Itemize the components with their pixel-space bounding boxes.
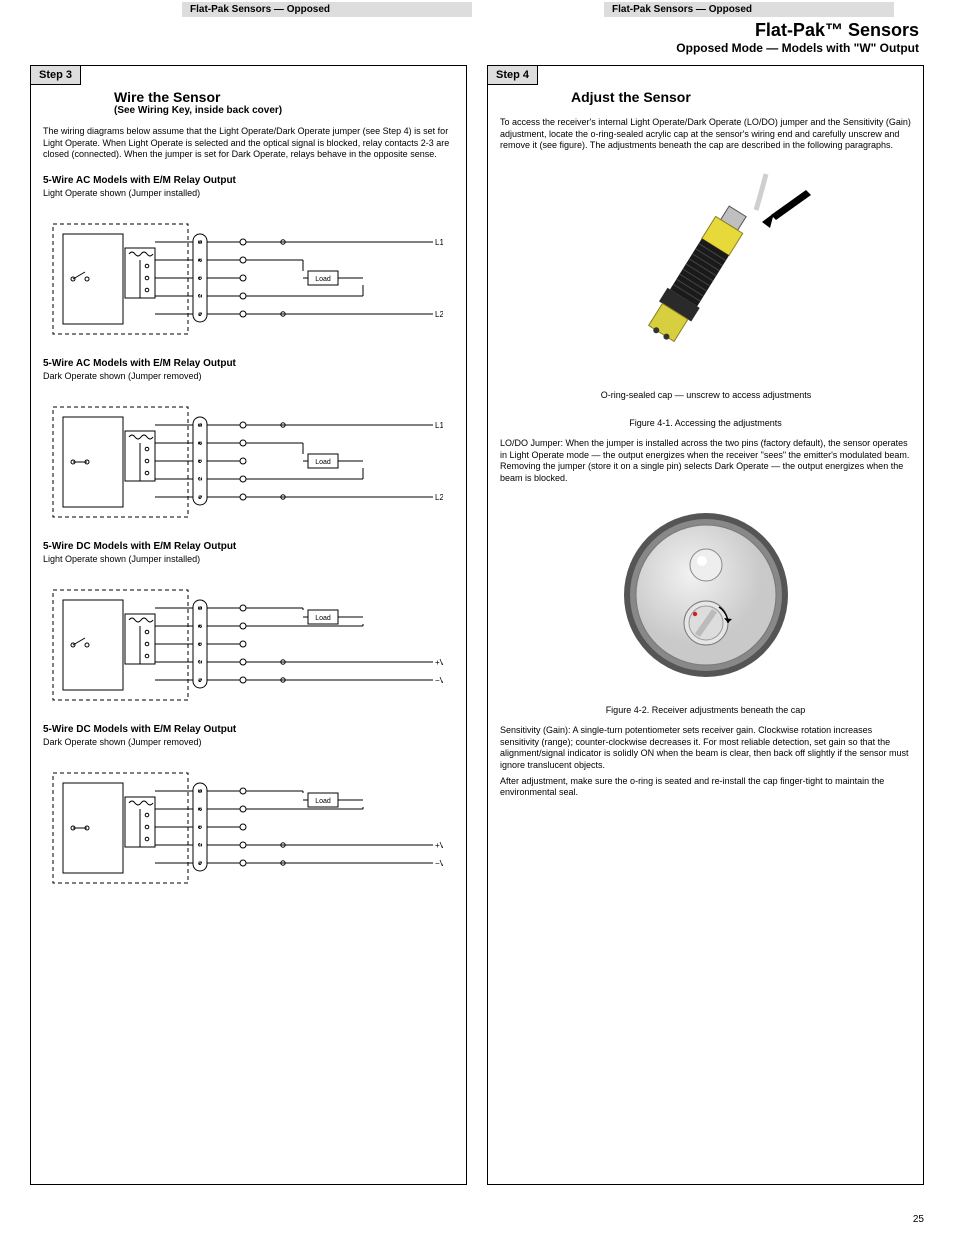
svg-text:1: 1	[198, 606, 202, 613]
svg-text:+V dc: +V dc	[435, 841, 443, 850]
left-column: Step 3 Wire the Sensor (See Wiring Key, …	[30, 65, 467, 1185]
svg-text:L2 (Neutral): L2 (Neutral)	[435, 310, 443, 319]
wiring-title: 5-Wire DC Models with E/M Relay Output	[43, 541, 454, 552]
wiring-sub: Light Operate shown (Jumper installed)	[43, 554, 454, 564]
svg-text:3: 3	[198, 642, 202, 649]
svg-text:2: 2	[198, 807, 202, 814]
banner-right: Flat-Pak Sensors — Opposed	[604, 2, 894, 17]
svg-text:L1: L1	[435, 238, 443, 247]
adjust-p2: LO/DO Jumper: When the jumper is install…	[500, 438, 911, 485]
wire-sub: (See Wiring Key, inside back cover)	[114, 105, 458, 116]
title-main: Flat-Pak™ Sensors	[30, 20, 924, 41]
svg-text:1: 1	[198, 423, 202, 430]
adjust-p1: To access the receiver's internal Light …	[500, 117, 911, 152]
svg-text:5: 5	[198, 861, 202, 868]
page-number: 25	[913, 1214, 924, 1225]
title-sub: Opposed Mode — Models with "W" Output	[30, 41, 924, 55]
svg-text:2: 2	[198, 624, 202, 631]
svg-text:+V dc: +V dc	[435, 658, 443, 667]
adjust-closing: After adjustment, make sure the o-ring i…	[500, 776, 911, 799]
page-header: Flat-Pak Sensors — Opposed Flat-Pak Sens…	[30, 20, 924, 60]
svg-text:1: 1	[198, 240, 202, 247]
svg-text:4: 4	[198, 477, 202, 484]
svg-text:5: 5	[198, 678, 202, 685]
columns: Step 3 Wire the Sensor (See Wiring Key, …	[30, 65, 924, 1185]
step3-tab: Step 3	[30, 65, 81, 85]
wiring-diagram: 1 2 3 4 5 L1 L2 (Neutral) Load	[43, 387, 443, 527]
wire-intro: The wiring diagrams below assume that th…	[43, 126, 454, 161]
svg-text:2: 2	[198, 441, 202, 448]
svg-text:Load: Load	[315, 276, 331, 283]
fig1-label: O-ring-sealed cap — unscrew to access ad…	[600, 390, 811, 400]
wiring-sub: Light Operate shown (Jumper installed)	[43, 188, 454, 198]
svg-text:5: 5	[198, 312, 202, 319]
svg-text:3: 3	[198, 825, 202, 832]
banner-left: Flat-Pak Sensors — Opposed	[182, 2, 472, 17]
svg-text:4: 4	[198, 294, 202, 301]
step4-tab: Step 4	[487, 65, 538, 85]
svg-text:L2 (Neutral): L2 (Neutral)	[435, 493, 443, 502]
wiring-sub: Dark Operate shown (Jumper removed)	[43, 371, 454, 381]
adjust-p3: Sensitivity (Gain): A single-turn potent…	[500, 725, 911, 772]
adjust-title: Adjust the Sensor	[571, 89, 915, 105]
wiring-sub: Dark Operate shown (Jumper removed)	[43, 737, 454, 747]
svg-text:Load: Load	[315, 798, 331, 805]
svg-text:Load: Load	[315, 459, 331, 466]
wiring-title: 5-Wire DC Models with E/M Relay Output	[43, 724, 454, 735]
fig2-caption: Figure 4-2. Receiver adjustments beneath…	[496, 705, 915, 715]
svg-text:4: 4	[198, 843, 202, 850]
fig1-caption: Figure 4-1. Accessing the adjustments	[496, 418, 915, 428]
sensor-figure: O-ring-sealed cap — unscrew to access ad…	[556, 160, 856, 410]
wiring-diagram: 1 2 3 4 5 +V dc −V dc Load	[43, 570, 443, 710]
svg-text:−V dc: −V dc	[435, 676, 443, 685]
svg-text:3: 3	[198, 276, 202, 283]
page: Flat-Pak Sensors — Opposed Flat-Pak Sens…	[0, 0, 954, 1235]
right-column: Step 4 Adjust the Sensor To access the r…	[487, 65, 924, 1185]
wiring-title: 5-Wire AC Models with E/M Relay Output	[43, 175, 454, 186]
wire-title: Wire the Sensor	[114, 89, 458, 105]
svg-text:2: 2	[198, 258, 202, 265]
wiring-diagrams: 5-Wire AC Models with E/M Relay Output Li…	[39, 175, 458, 893]
wiring-title: 5-Wire AC Models with E/M Relay Output	[43, 358, 454, 369]
svg-text:5: 5	[198, 495, 202, 502]
svg-text:3: 3	[198, 459, 202, 466]
wiring-diagram: 1 2 3 4 5 +V dc −V dc Load	[43, 753, 443, 893]
svg-text:1: 1	[198, 789, 202, 796]
svg-text:−V dc: −V dc	[435, 859, 443, 868]
cap-figure	[606, 495, 806, 695]
svg-text:Load: Load	[315, 615, 331, 622]
svg-text:4: 4	[198, 660, 202, 667]
svg-text:L1: L1	[435, 421, 443, 430]
wiring-diagram: 1 2 3 4 5 L1 L2 (Neutral) Load	[43, 204, 443, 344]
